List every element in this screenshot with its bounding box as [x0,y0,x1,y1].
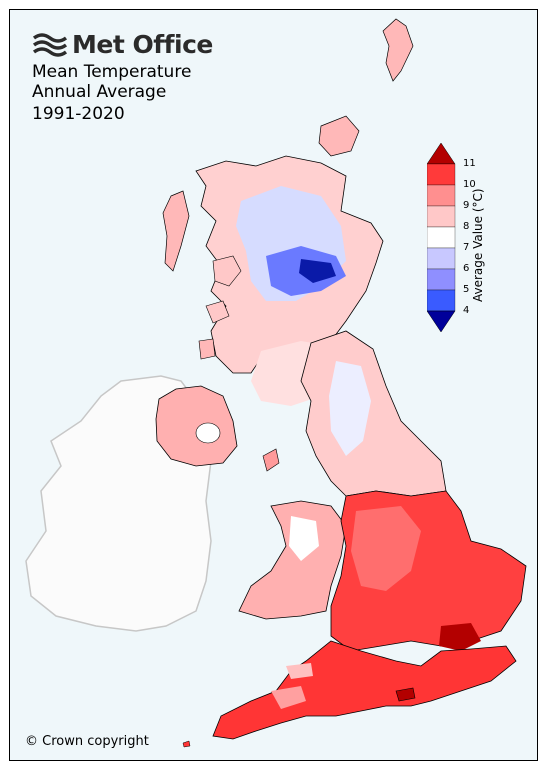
northern-ireland [155,385,238,467]
pennines-cold [329,361,371,456]
copyright-notice: © Crown copyright [25,734,149,749]
western-isles [162,190,190,272]
title-line-2: Annual Average [32,82,167,102]
northern-england [300,330,447,497]
wales [238,500,347,620]
south-west [212,640,517,740]
isle-of-man [262,448,280,472]
met-office-wave-icon [32,32,68,57]
islay [198,338,216,360]
colorbar [426,142,456,333]
legend-title: Average Value (°C) [471,188,485,302]
colorbar-band-6-7 [426,247,456,270]
colorbar-band-4-5 [426,289,456,312]
legend-tick: 6 [463,263,470,274]
midlands-mixed [351,506,421,591]
colorbar-band-9-10 [426,184,456,207]
uk-temperature-map [25,18,527,748]
cairngorms-cold [299,259,336,283]
legend-tick: 8 [463,221,470,232]
logo-text: Met Office [72,30,213,59]
orkney [318,115,360,157]
colorbar-band-5-6 [426,268,456,291]
lough-neagh [195,422,221,444]
legend-tick: 10 [463,179,476,190]
map-frame: Met Office Mean Temperature Annual Avera… [9,9,538,761]
colorbar-legend: 11 10 9 8 7 6 5 4 [426,142,507,333]
shetland [382,18,414,82]
legend-tick: 11 [463,158,476,169]
snowdonia-cold [289,516,319,561]
met-office-logo: Met Office [32,30,213,59]
title-line-3: 1991-2020 [32,104,125,124]
legend-tick: 5 [463,284,470,295]
colorbar-band-7-8 [426,226,456,249]
colorbar-band-8-9 [426,205,456,228]
skye [212,255,242,287]
mull [205,300,230,324]
isle-of-wight [395,687,416,702]
legend-tick: 4 [463,305,470,316]
title-line-1: Mean Temperature [32,62,192,82]
colorbar-extend-top [426,142,456,165]
exmoor-cool [286,663,313,679]
legend-tick: 9 [463,200,470,211]
london-warm [439,623,481,651]
colorbar-extend-bottom [426,310,456,333]
legend-tick: 7 [463,242,470,253]
colorbar-band-10-11 [426,163,456,186]
scilly [182,740,191,748]
dartmoor-cool [271,686,306,709]
